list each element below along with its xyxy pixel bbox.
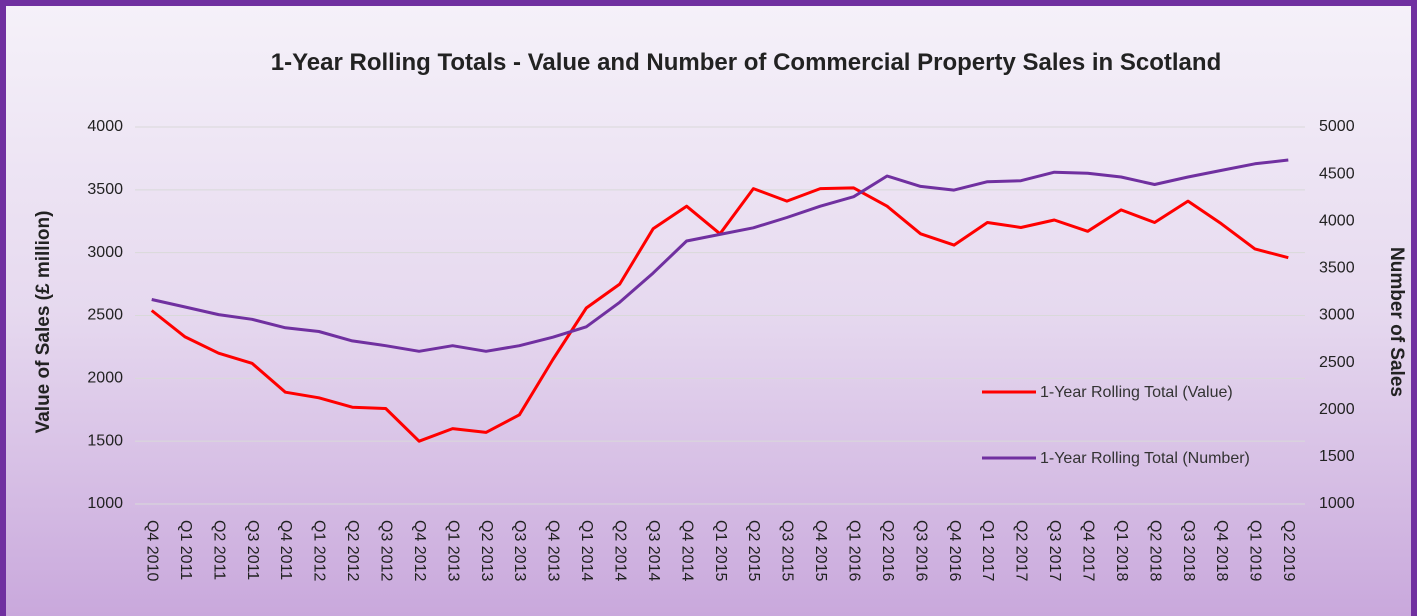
x-tick-label: Q3 2018 [1180, 520, 1197, 581]
x-tick-label: Q2 2014 [611, 520, 628, 581]
y2-tick-label: 2500 [1319, 354, 1355, 371]
y2-tick-label: 1500 [1319, 448, 1355, 465]
x-tick-label: Q4 2016 [946, 520, 963, 581]
y-tick-label: 3500 [87, 181, 123, 198]
x-tick-label: Q4 2012 [411, 520, 428, 581]
y2-tick-label: 4000 [1319, 212, 1355, 229]
x-tick-label: Q2 2019 [1280, 520, 1297, 581]
x-tick-label: Q4 2015 [812, 520, 829, 581]
x-tick-label: Q1 2015 [712, 520, 729, 581]
x-tick-label: Q4 2014 [678, 520, 695, 581]
y2-tick-label: 1000 [1319, 495, 1355, 512]
x-tick-label: Q4 2011 [277, 520, 294, 580]
y-tick-label: 1000 [87, 495, 123, 512]
y2-tick-label: 3500 [1319, 260, 1355, 277]
x-tick-label: Q2 2011 [210, 520, 227, 580]
y2-tick-label: 5000 [1319, 118, 1355, 135]
x-tick-label: Q2 2015 [745, 520, 762, 581]
legend-label: 1-Year Rolling Total (Number) [1040, 450, 1250, 467]
chart-title: 1-Year Rolling Totals - Value and Number… [270, 49, 1222, 76]
x-tick-label: Q2 2018 [1146, 520, 1163, 581]
y2-axis-label: Number of Sales [1386, 247, 1407, 397]
x-tick-label: Q3 2013 [511, 520, 528, 581]
legend-label: 1-Year Rolling Total (Value) [1040, 384, 1233, 401]
x-tick-label: Q1 2016 [845, 520, 862, 581]
y-axis-label: Value of Sales (£ million) [33, 211, 54, 434]
x-tick-label: Q3 2012 [377, 520, 394, 581]
x-tick-label: Q4 2017 [1079, 520, 1096, 581]
x-tick-label: Q3 2015 [779, 520, 796, 581]
x-tick-label: Q2 2012 [344, 520, 361, 581]
y2-tick-label: 4500 [1319, 165, 1355, 182]
x-tick-label: Q2 2016 [879, 520, 896, 581]
x-tick-label: Q3 2017 [1046, 520, 1063, 581]
y-tick-label: 1500 [87, 432, 123, 449]
x-tick-label: Q3 2011 [244, 520, 261, 580]
y-tick-label: 2500 [87, 307, 123, 324]
x-tick-label: Q1 2011 [177, 520, 194, 580]
x-tick-label: Q4 2018 [1213, 520, 1230, 581]
y2-tick-label: 3000 [1319, 307, 1355, 324]
x-tick-label: Q1 2018 [1113, 520, 1130, 581]
x-tick-label: Q2 2017 [1013, 520, 1030, 581]
x-tick-label: Q1 2017 [979, 520, 996, 581]
data-line [151, 158, 1289, 353]
x-tick-label: Q2 2013 [478, 520, 495, 581]
x-tick-label: Q3 2014 [645, 520, 662, 581]
y-tick-label: 3000 [87, 244, 123, 261]
x-tick-label: Q4 2010 [143, 520, 160, 581]
x-tick-label: Q3 2016 [912, 520, 929, 581]
x-tick-label: Q1 2012 [311, 520, 328, 581]
y-tick-label: 2000 [87, 370, 123, 387]
x-tick-label: Q1 2013 [444, 520, 461, 581]
x-tick-label: Q1 2014 [578, 520, 595, 581]
chart: Value of Sales (£ million) Number of Sal… [33, 118, 1407, 581]
x-tick-label: Q1 2019 [1247, 520, 1264, 581]
x-tick-label: Q4 2013 [545, 520, 562, 581]
y-tick-label: 4000 [87, 118, 123, 135]
y2-tick-label: 2000 [1319, 401, 1355, 418]
